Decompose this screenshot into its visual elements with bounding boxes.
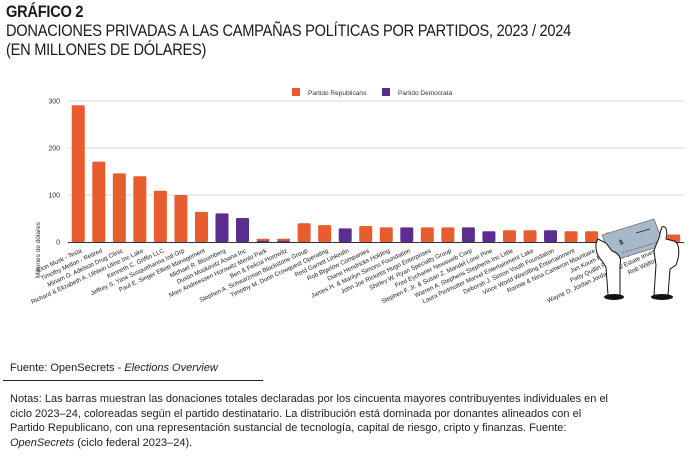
legend-label: Partido Democrata: [398, 90, 453, 97]
bar-republicano: [585, 231, 599, 242]
notes-text-end: (ciclo federal 2023–24).: [74, 436, 193, 449]
bar-republicano: [420, 227, 434, 242]
bar-republicano: [194, 211, 208, 242]
gridlines: [68, 100, 684, 196]
legend-swatch: [382, 88, 390, 96]
bar-democrata: [400, 227, 414, 242]
dollar-sign: $: [619, 239, 625, 247]
notes-source: OpenSecrets: [10, 436, 75, 449]
bar-republicano: [379, 227, 393, 242]
hand-holding-check-icon: [595, 238, 624, 300]
bar-republicano: [359, 226, 373, 242]
bar-democrata: [256, 240, 270, 242]
bar-republicano: [256, 238, 270, 241]
y-tick-label: 200: [48, 146, 60, 153]
illustration: $: [595, 218, 680, 300]
notes-text: Notas: Las barras muestran las donacione…: [10, 393, 609, 434]
bar-democrata: [215, 213, 229, 242]
bar-democrata: [461, 227, 475, 242]
bar-democrata: [236, 218, 250, 242]
bar-democrata: [338, 228, 352, 242]
chart-label: GRÁFICO 2: [6, 2, 84, 21]
bar-republicano: [71, 105, 85, 242]
bars: [71, 105, 681, 242]
legend-swatch: [292, 88, 300, 96]
y-axis-ticks: 0 100 200 300: [48, 99, 60, 247]
bar-republicano: [564, 231, 578, 242]
notes: Notas: Las barras muestran las donacione…: [10, 392, 610, 450]
source-line: Fuente: OpenSecrets - Elections Overview: [10, 362, 218, 374]
bar-democrata: [277, 240, 291, 242]
y-tick-label: 0: [56, 240, 60, 247]
bar-republicano: [297, 223, 311, 242]
bar-republicano: [277, 238, 291, 241]
legend-label: Partido Republicano: [308, 90, 367, 97]
bar-republicano: [112, 173, 126, 242]
bar-democrata: [482, 231, 496, 242]
source-link-text: Elections Overview: [124, 362, 218, 374]
bar-chart: 0 100 200 300 Millones de dólares Partido R…: [30, 88, 684, 306]
bar-republicano: [153, 190, 167, 242]
y-tick-label: 100: [48, 193, 60, 200]
source-prefix: Fuente: OpenSecrets -: [10, 362, 125, 374]
chart-title: DONACIONES PRIVADAS A LAS CAMPAÑAS POLÍT…: [6, 21, 572, 40]
bar-republicano: [133, 176, 147, 242]
legend: Partido Republicano Partido Democrata: [292, 88, 453, 97]
bar-republicano: [92, 161, 106, 242]
bar-republicano: [318, 225, 332, 242]
divider: [3, 380, 263, 381]
bar-republicano: [174, 195, 188, 242]
chart-header: GRÁFICO 2 DONACIONES PRIVADAS A LAS CAMP…: [6, 2, 663, 59]
thumbs-up-icon: [651, 226, 680, 300]
bar-republicano: [441, 227, 455, 242]
bar-democrata: [544, 230, 558, 242]
bar-republicano: [502, 230, 516, 242]
bar-republicano: [523, 230, 537, 242]
chart-subtitle: (EN MILLONES DE DÓLARES): [6, 40, 207, 59]
y-tick-label: 300: [48, 99, 60, 106]
y-axis-label: Millones de dólares: [35, 221, 42, 278]
